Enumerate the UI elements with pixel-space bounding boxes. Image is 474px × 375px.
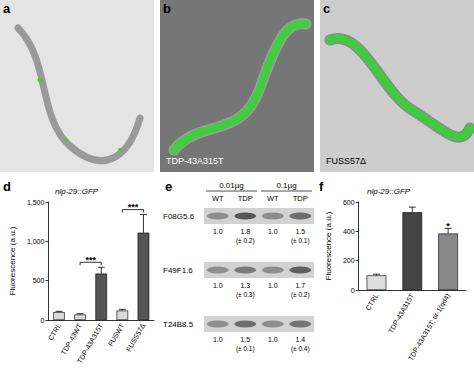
svg-text:(± 0.4): (± 0.4) [291, 345, 310, 353]
svg-text:nlp-29::GFP: nlp-29::GFP [367, 187, 411, 196]
html-text:c: c [323, 1, 331, 16]
svg-text:1.4: 1.4 [295, 336, 305, 343]
svg-text:TDP: TDP [238, 194, 253, 203]
svg-text:1.7: 1.7 [295, 282, 305, 289]
svg-text:*: * [446, 221, 450, 231]
svg-text:1.0: 1.0 [213, 282, 223, 289]
svg-text:TDP-43WT: TDP-43WT [60, 322, 84, 356]
svg-text:0.1µg: 0.1µg [276, 181, 296, 190]
svg-text:Fluorescence (a.u.): Fluorescence (a.u.) [324, 211, 333, 280]
svg-text:FUSWT: FUSWT [107, 322, 126, 348]
svg-text:1.0: 1.0 [268, 282, 278, 289]
svg-text:0: 0 [351, 287, 355, 294]
svg-text:600: 600 [343, 199, 355, 206]
svg-text:Fluorescence (a.u.): Fluorescence (a.u.) [8, 226, 17, 295]
svg-text:1.0: 1.0 [213, 336, 223, 343]
svg-text:TDP: TDP [293, 194, 308, 203]
svg-text:1,500: 1,500 [27, 199, 45, 206]
svg-text:1,000: 1,000 [27, 238, 45, 245]
svg-text:1.0: 1.0 [268, 336, 278, 343]
svg-text:TDP-43A315T: TDP-43A315T [387, 292, 416, 335]
svg-text:F08G5.6: F08G5.6 [163, 212, 195, 221]
svg-text:1.8: 1.8 [240, 228, 250, 235]
svg-text:FUSS57Δ: FUSS57Δ [125, 322, 147, 353]
svg-text:(± 0.3): (± 0.3) [236, 291, 255, 299]
svg-text:200: 200 [343, 257, 355, 264]
svg-text:500: 500 [33, 277, 45, 284]
svg-text:WT: WT [212, 194, 224, 203]
svg-text:TDP-43A315T: TDP-43A315T [76, 322, 105, 365]
svg-text:(± 0.1): (± 0.1) [236, 345, 255, 353]
svg-text:1.0: 1.0 [213, 228, 223, 235]
svg-text:***: *** [85, 255, 96, 265]
svg-text:TDP-43A315T; tir-1(qd4): TDP-43A315T; tir-1(qd4) [407, 292, 452, 362]
svg-text:WT: WT [267, 194, 279, 203]
svg-text:F49F1.6: F49F1.6 [163, 266, 193, 275]
svg-text:400: 400 [343, 228, 355, 235]
svg-text:(± 0.2): (± 0.2) [291, 291, 310, 299]
html-text:e: e [165, 179, 173, 194]
html-text:f: f [319, 179, 324, 194]
svg-text:***: *** [128, 202, 139, 212]
svg-text:CTRL: CTRL [364, 292, 379, 311]
html-text:d: d [3, 179, 11, 194]
svg-text:0: 0 [41, 317, 45, 324]
svg-text:nlp-29::GFP: nlp-29::GFP [55, 187, 99, 196]
html-text:b: b [163, 1, 171, 16]
svg-text:(± 0.1): (± 0.1) [291, 237, 310, 245]
svg-text:T24B8.5: T24B8.5 [163, 320, 194, 329]
svg-text:1.0: 1.0 [268, 228, 278, 235]
html-text:a: a [3, 1, 11, 16]
svg-text:0.01µg: 0.01µg [219, 181, 244, 190]
svg-text:1.5: 1.5 [240, 336, 250, 343]
svg-text:1.5: 1.5 [295, 228, 305, 235]
svg-text:FUSS57Δ: FUSS57Δ [326, 156, 366, 166]
svg-text:1.3: 1.3 [240, 282, 250, 289]
svg-text:TDP-43A315T: TDP-43A315T [166, 156, 224, 166]
svg-text:CTRL: CTRL [47, 322, 62, 341]
svg-text:(± 0.2): (± 0.2) [236, 237, 255, 245]
